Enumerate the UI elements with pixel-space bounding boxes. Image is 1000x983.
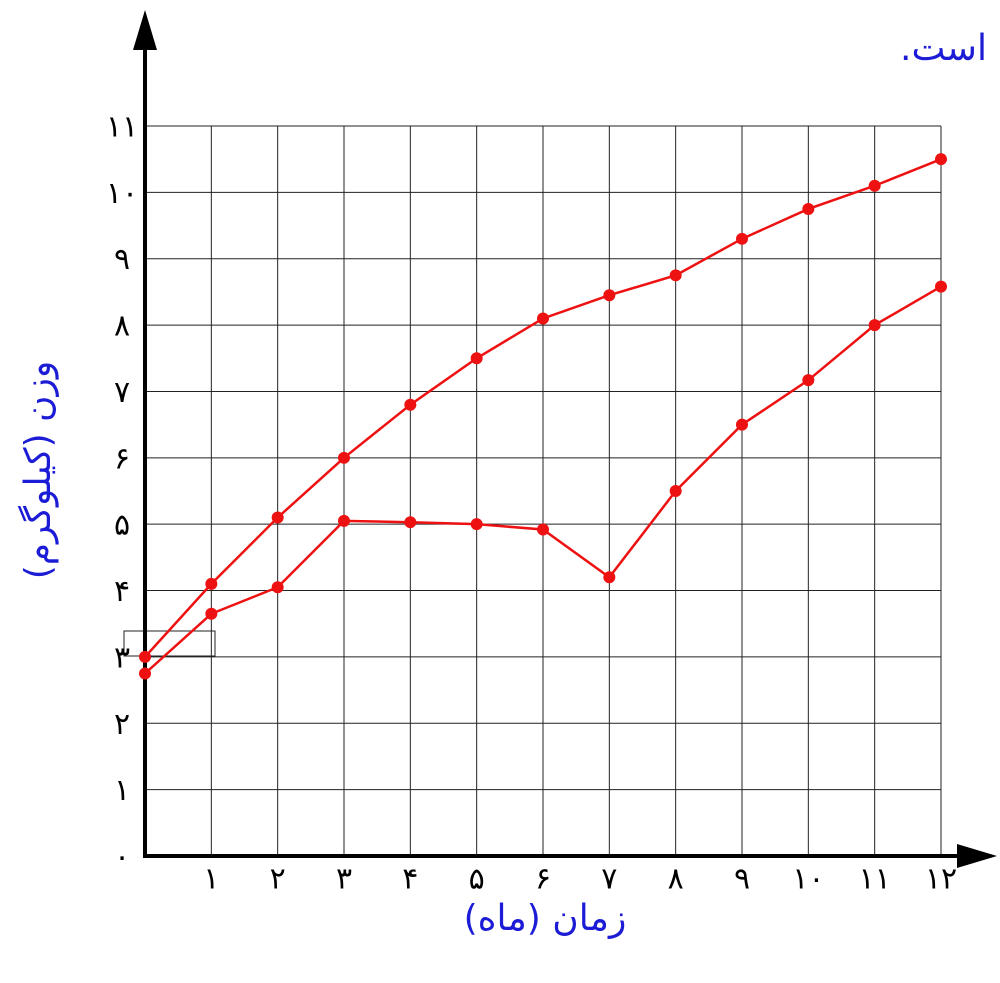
chart-title: وزن یک کودک تابعی از زمان است.: [900, 28, 1000, 69]
x-tick-label: ۵: [469, 862, 485, 897]
point: [205, 607, 218, 620]
point: [537, 523, 549, 536]
point: [470, 352, 483, 365]
x-tick-label: ۸: [668, 862, 684, 897]
point: [338, 451, 350, 464]
y-tick-label: ۱: [114, 773, 130, 808]
point: [338, 514, 350, 527]
point: [139, 650, 151, 663]
y-axis-arrow: [133, 10, 157, 50]
point: [868, 179, 881, 192]
point: [404, 398, 417, 411]
x-tick-label: ۴: [402, 862, 418, 897]
y-tick-label: ۰: [114, 840, 130, 875]
y-tick-label: ۱۱: [106, 110, 138, 145]
y-tick-label: ۵: [114, 508, 130, 543]
point: [470, 518, 483, 531]
y-tick-label: ۳: [114, 640, 130, 675]
point: [603, 289, 616, 302]
x-tick-label: ۱۲: [925, 862, 957, 897]
y-tick-label: ۴: [114, 574, 130, 609]
point: [669, 485, 682, 497]
point: [736, 418, 748, 431]
y-axis-label: وزن (کیلوگرم): [17, 361, 59, 580]
y-tick-label: ۹: [114, 242, 130, 277]
point: [205, 577, 218, 590]
point: [736, 232, 748, 245]
x-tick-label: ۱: [203, 862, 219, 897]
x-axis-arrow: [957, 844, 997, 868]
point: [802, 202, 815, 215]
point: [271, 511, 284, 524]
point: [404, 516, 417, 529]
point: [537, 312, 549, 325]
point: [868, 319, 881, 332]
x-tick-label: ۱۰: [792, 862, 824, 897]
x-tick-label: ۶: [535, 862, 551, 897]
y-tick-label: ۸: [114, 309, 130, 344]
point: [669, 269, 682, 282]
grid: [145, 125, 942, 857]
point: [935, 153, 947, 166]
point: [802, 374, 815, 387]
point: [139, 667, 151, 680]
y-tick-label: ۲: [114, 707, 130, 742]
x-tick-label: ۲: [270, 862, 286, 897]
point: [603, 571, 616, 584]
point: [271, 581, 284, 594]
x-tick-label: ۷: [601, 862, 617, 897]
x-tick-label: ۱۱: [859, 862, 891, 897]
y-tick-label: ۱۰: [106, 176, 138, 211]
y-tick-label: ۶: [114, 441, 130, 476]
y-tick-label: ۷: [114, 375, 130, 410]
x-axis-label: زمان (ماه): [464, 898, 627, 939]
x-tick-label: ۳: [336, 862, 352, 897]
x-tick-label: ۹: [734, 862, 750, 897]
point: [935, 280, 947, 293]
